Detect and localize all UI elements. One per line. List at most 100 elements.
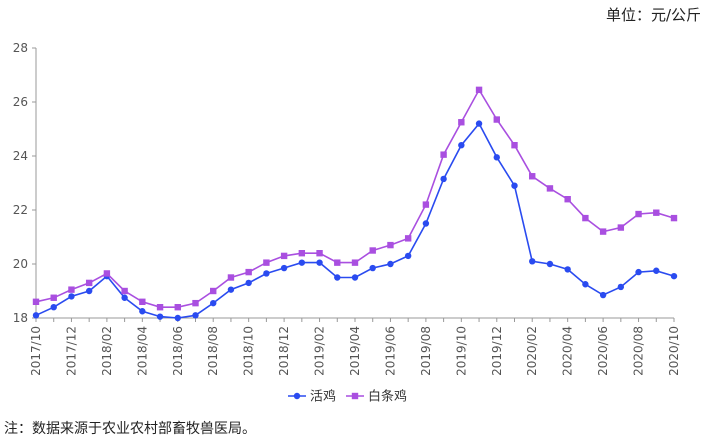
point-0-33	[617, 283, 625, 291]
legend-label-1: 白条鸡	[368, 389, 407, 405]
point-0-1	[50, 304, 57, 311]
chart-axes	[32, 47, 675, 322]
point-0-28	[529, 258, 536, 265]
x-tick-label: 2018/04	[135, 326, 149, 376]
point-0-26	[493, 154, 500, 161]
point-0-12	[245, 279, 252, 287]
point-0-31	[582, 281, 589, 288]
y-tick-label: 26	[13, 95, 28, 109]
point-1-12	[245, 268, 252, 276]
x-tick-label: 2019/12	[490, 326, 504, 376]
x-tick-label: 2019/04	[348, 326, 362, 376]
point-0-16	[316, 259, 323, 266]
point-0-35	[653, 267, 660, 274]
y-tick-labels: 18 20 22 24 26 28	[13, 41, 28, 325]
point-1-9	[192, 299, 199, 307]
point-0-3	[85, 287, 93, 295]
point-1-24	[458, 119, 465, 126]
x-tick-label: 2018/06	[171, 326, 185, 376]
point-1-14	[280, 252, 288, 260]
y-tick-label: 22	[13, 203, 28, 217]
point-0-23	[440, 175, 447, 183]
legend: 活鸡 白条鸡	[288, 389, 407, 405]
x-tick-label: 2020/06	[596, 326, 610, 376]
point-0-18	[351, 274, 359, 281]
x-tick-label: 2019/10	[454, 326, 468, 376]
point-0-20	[387, 260, 394, 268]
point-1-18	[351, 259, 359, 266]
point-0-36	[670, 272, 678, 280]
point-0-5	[121, 294, 128, 301]
point-0-29	[546, 260, 554, 268]
point-0-8	[174, 314, 181, 322]
point-1-32	[599, 228, 607, 235]
point-1-21	[404, 235, 412, 242]
source-note: 注：数据来源于农业农村部畜牧兽医局。	[4, 421, 256, 437]
point-0-19	[369, 264, 376, 272]
point-1-8	[174, 304, 181, 311]
point-0-13	[263, 270, 270, 277]
x-tick-label: 2020/04	[561, 326, 575, 376]
line-chart: 18 20 22 24 26 28 2017/10 2017/12 2018/02 2018/0…	[13, 41, 681, 405]
point-1-30	[564, 196, 571, 203]
point-1-2	[68, 286, 75, 293]
point-0-11	[227, 286, 235, 293]
point-1-23	[440, 151, 447, 158]
x-tick-label: 2018/02	[100, 326, 114, 376]
x-tick-label: 2019/08	[419, 326, 433, 376]
point-1-22	[422, 201, 430, 208]
y-tick-label: 28	[13, 41, 28, 55]
point-0-9	[192, 312, 199, 319]
point-1-7	[156, 304, 164, 311]
point-1-28	[529, 173, 536, 180]
x-tick-label: 2019/02	[313, 326, 327, 376]
point-1-6	[139, 298, 146, 305]
point-0-21	[404, 252, 412, 260]
point-1-26	[493, 116, 500, 123]
point-0-15	[298, 259, 306, 266]
point-1-15	[298, 250, 306, 257]
point-1-31	[582, 214, 589, 222]
x-tick-label: 2018/08	[206, 326, 220, 376]
point-0-17	[334, 274, 341, 281]
point-0-25	[475, 120, 483, 127]
x-tick-labels: 2017/10 2017/12 2018/02 2018/04 2018/06 2018/…	[29, 326, 681, 376]
point-1-19	[369, 247, 376, 254]
x-tick-label: 2017/12	[64, 326, 78, 376]
point-1-36	[670, 214, 678, 222]
x-tick-label: 2020/08	[632, 326, 646, 376]
point-1-1	[50, 294, 57, 301]
point-1-34	[635, 210, 642, 218]
point-0-34	[635, 268, 642, 276]
point-0-14	[280, 264, 288, 272]
y-tick-label: 24	[13, 149, 28, 163]
point-1-3	[85, 279, 93, 287]
point-0-22	[422, 220, 430, 227]
series-line-0	[35, 122, 675, 319]
point-0-6	[139, 308, 146, 315]
x-tick-label: 2020/10	[667, 326, 681, 376]
y-tick-label: 18	[13, 311, 28, 325]
point-0-2	[68, 293, 75, 300]
unit-label: 单位：元/公斤	[605, 6, 701, 24]
y-tick-label: 20	[13, 257, 28, 271]
point-0-0	[32, 312, 40, 319]
point-1-11	[227, 274, 235, 281]
series-lines	[32, 86, 678, 322]
point-1-4	[103, 270, 111, 277]
x-tick-label: 2018/12	[277, 326, 291, 376]
point-1-17	[334, 259, 341, 266]
point-1-27	[511, 142, 518, 149]
point-0-30	[564, 266, 571, 273]
legend-marker-1	[351, 392, 359, 400]
point-0-7	[156, 313, 164, 320]
x-tick-label: 2020/02	[525, 326, 539, 376]
x-tick-label: 2019/06	[383, 326, 397, 376]
x-tick-label: 2017/10	[29, 326, 43, 376]
point-0-32	[599, 291, 607, 299]
point-0-24	[458, 142, 465, 149]
point-1-0	[32, 298, 40, 305]
point-1-25	[475, 86, 483, 94]
x-tick-label: 2018/10	[242, 326, 256, 376]
point-1-13	[263, 259, 270, 266]
